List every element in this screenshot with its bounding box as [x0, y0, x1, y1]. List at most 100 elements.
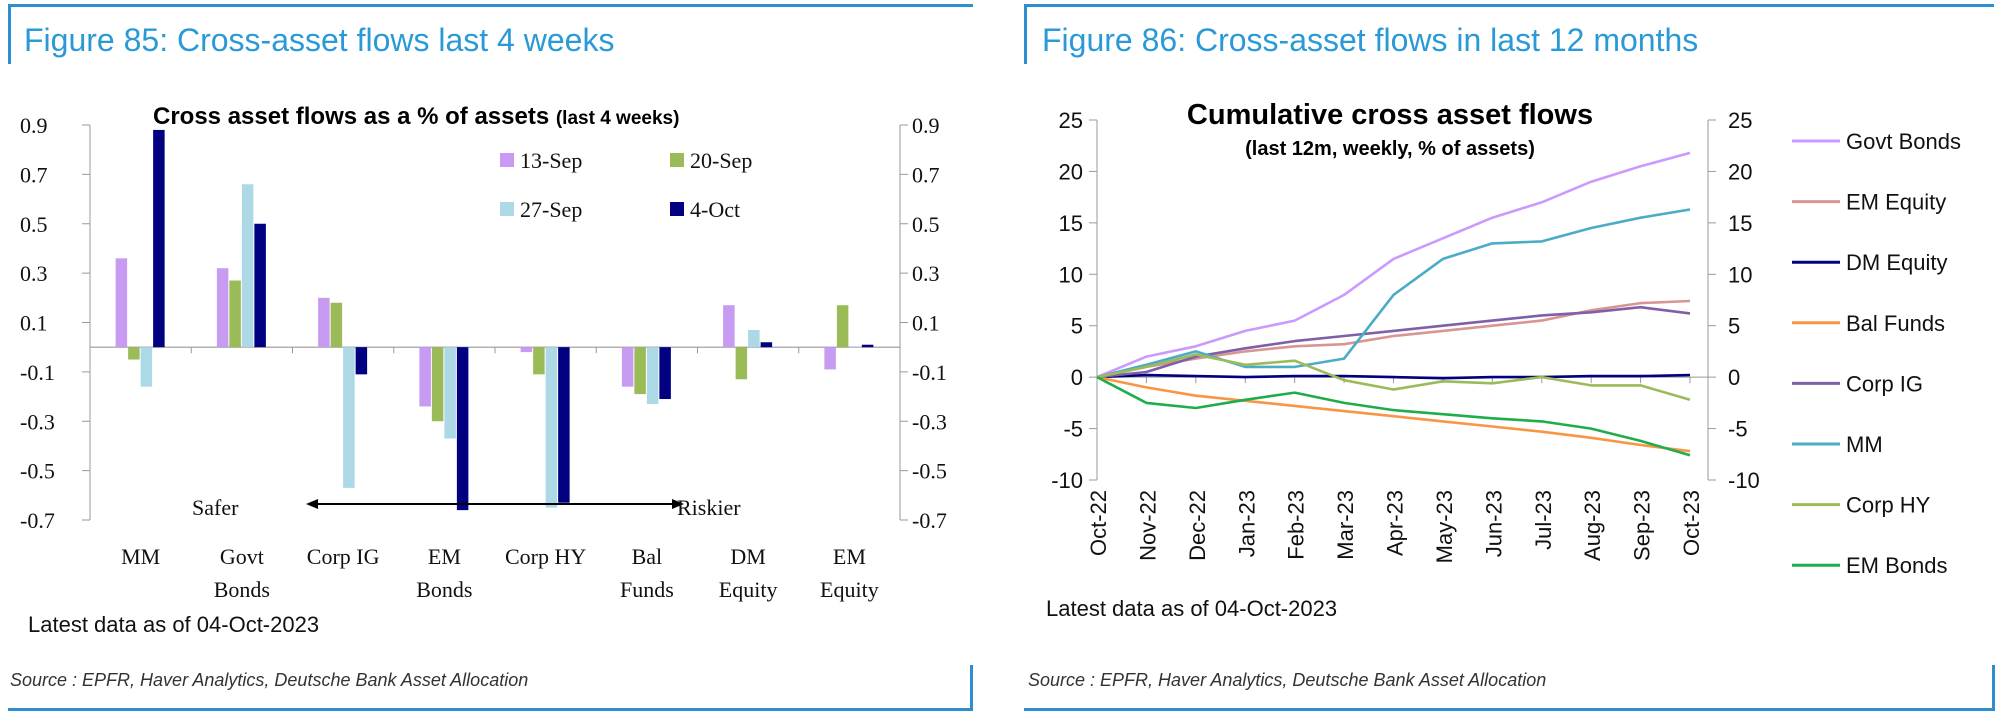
bar-4-oct-2: [355, 347, 368, 375]
y-tick-label-right: 0.7: [912, 162, 940, 187]
y-tick-label-right: -5: [1728, 417, 1748, 442]
series-line-em-bonds: [1096, 375, 1691, 457]
category-label: DM: [730, 544, 765, 569]
bar-13-sep-6: [723, 305, 735, 348]
figure-86-source: Source : EPFR, Haver Analytics, Deutsche…: [1028, 670, 1547, 690]
legend-label: Corp HY: [1846, 493, 1931, 518]
x-tick-label: Sep-23: [1630, 490, 1655, 561]
y-tick-label-right: 0.5: [912, 212, 940, 237]
category-label: Bal: [632, 544, 663, 569]
bar-27-sep-3: [444, 347, 456, 439]
bar-27-sep-2: [343, 347, 355, 488]
bar-4-oct-6: [760, 342, 773, 348]
figure-85-source: Source : EPFR, Haver Analytics, Deutsche…: [10, 670, 529, 690]
series-line-em-equity: [1096, 299, 1691, 379]
category-label: Corp IG: [307, 544, 380, 569]
legend-label: 13-Sep: [520, 148, 582, 173]
x-tick-label: Oct-23: [1679, 490, 1704, 556]
y-tick-label-left: -0.1: [20, 360, 55, 385]
bar-20-sep-0: [128, 347, 140, 360]
category-label: Bonds: [214, 577, 270, 602]
series-line-corp-ig: [1096, 305, 1691, 379]
bar-4-oct-4: [558, 347, 570, 503]
bar-27-sep-1: [241, 184, 254, 348]
bar-13-sep-3: [419, 347, 431, 407]
x-tick-label: Feb-23: [1284, 490, 1309, 560]
figure-86-panel: Figure 86: Cross-asset flows in last 12 …: [1020, 0, 1999, 723]
figure-85-top-rule: [8, 4, 973, 7]
bar-4-oct-0: [153, 129, 165, 348]
y-tick-label-right: 10: [1728, 262, 1752, 287]
figure-85-left-rule: [8, 4, 11, 64]
bar-20-sep-3: [431, 347, 444, 422]
y-tick-label-right: 0.3: [912, 261, 940, 286]
category-label: MM: [121, 544, 160, 569]
figure-85-panel: Figure 85: Cross-asset flows last 4 week…: [0, 0, 990, 723]
bar-13-sep-7: [824, 347, 836, 370]
latest-data-note: Latest data as of 04-Oct-2023: [1046, 596, 1337, 621]
y-tick-label-right: 5: [1728, 314, 1740, 339]
y-tick-label-right: -0.1: [912, 360, 947, 385]
series-line-mm: [1096, 208, 1691, 379]
legend-label: MM: [1846, 432, 1883, 457]
x-tick-label: May-23: [1432, 490, 1457, 563]
legend-swatch-4-oct: [670, 202, 684, 216]
y-tick-label-left: 0.7: [20, 162, 48, 187]
arrowhead-left: [306, 499, 318, 509]
category-label: Equity: [719, 577, 778, 602]
x-tick-label: Nov-22: [1135, 490, 1160, 561]
y-tick-label-left: -0.3: [20, 409, 55, 434]
legend-label: Govt Bonds: [1846, 129, 1961, 154]
y-tick-label-left: 0: [1071, 365, 1083, 390]
bar-4-oct-7: [861, 344, 874, 348]
bar-13-sep-1: [216, 268, 229, 348]
bar-4-oct-3: [456, 347, 469, 511]
bar-27-sep-0: [140, 347, 153, 387]
y-tick-label-right: 25: [1728, 108, 1752, 133]
series-line-bal-funds: [1096, 375, 1691, 453]
legend-label: 20-Sep: [690, 148, 752, 173]
figure-85-chart: 0.9 0.9 0.7 0.7 0.5 0.5 0.3 0.3 0.1 0.1 -0.1 -0.1 -0…: [20, 103, 947, 637]
y-tick-label-left: 15: [1059, 211, 1083, 236]
y-tick-label-right: -0.7: [912, 508, 947, 533]
legend-swatch-20-sep: [670, 153, 684, 167]
legend-label: 27-Sep: [520, 197, 582, 222]
y-tick-label-right: 0.1: [912, 311, 940, 336]
y-tick-label-left: 0.5: [20, 212, 48, 237]
category-label: EM: [428, 544, 461, 569]
bar-20-sep-5: [634, 347, 646, 395]
bar-27-sep-7: [849, 347, 861, 348]
figure-86-title: Figure 86: Cross-asset flows in last 12 …: [1042, 22, 1699, 58]
bar-20-sep-7: [836, 305, 849, 348]
chart-title: Cross asset flows as a % of assets (last…: [153, 103, 679, 130]
y-tick-label-right: 0: [1728, 365, 1740, 390]
latest-data-note: Latest data as of 04-Oct-2023: [28, 612, 319, 637]
legend-label: EM Bonds: [1846, 553, 1948, 578]
category-label: Corp HY: [505, 544, 586, 569]
y-tick-label-left: -0.7: [20, 508, 55, 533]
x-tick-label: Oct-22: [1086, 490, 1111, 556]
y-tick-label-left: 0.9: [20, 113, 48, 138]
x-tick-label: Jun-23: [1481, 490, 1506, 557]
figure-86-top-rule: [1024, 4, 1994, 7]
y-tick-label-left: 5: [1071, 314, 1083, 339]
bar-20-sep-6: [735, 347, 748, 380]
y-tick-label-right: -0.5: [912, 459, 947, 484]
x-tick-label: Jan-23: [1234, 490, 1259, 557]
bar-27-sep-4: [545, 347, 558, 508]
bar-13-sep-0: [115, 258, 128, 348]
y-tick-label-left: 10: [1059, 262, 1083, 287]
figure-86-right-rule: [1992, 665, 1995, 711]
x-tick-label: Aug-23: [1580, 490, 1605, 561]
y-tick-label-left: 25: [1059, 108, 1083, 133]
category-label: Bonds: [416, 577, 472, 602]
y-tick-label-left: 0.3: [20, 261, 48, 286]
bar-27-sep-6: [748, 329, 760, 348]
category-label: Equity: [820, 577, 879, 602]
bar-20-sep-4: [533, 347, 545, 375]
y-tick-label-left: 20: [1059, 159, 1083, 184]
figure-85-title: Figure 85: Cross-asset flows last 4 week…: [24, 22, 615, 58]
chart-title: Cumulative cross asset flows: [1187, 99, 1593, 131]
y-tick-label-right: -0.3: [912, 409, 947, 434]
